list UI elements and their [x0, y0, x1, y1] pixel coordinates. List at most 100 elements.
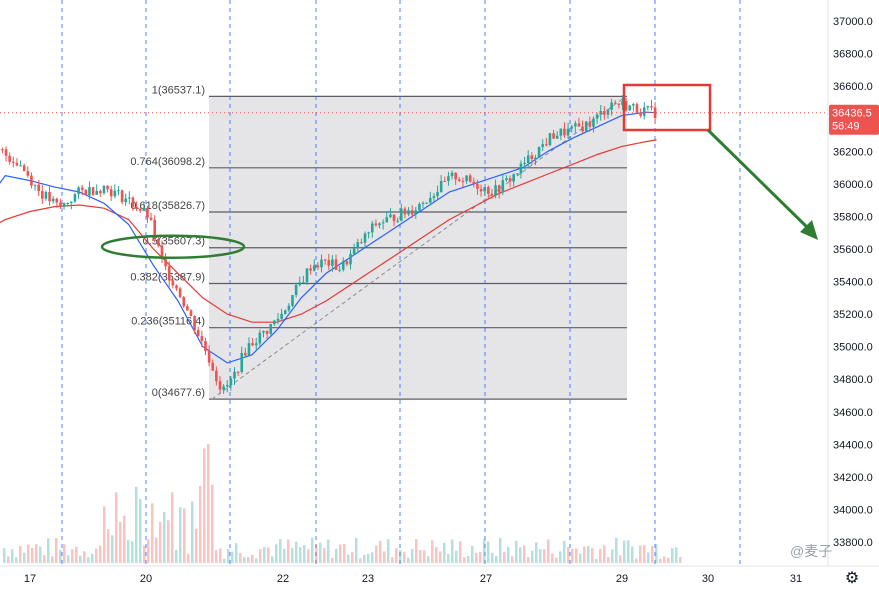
volume-bar: [79, 556, 82, 563]
volume-bar: [103, 506, 106, 563]
price-tick-label: 35400.0: [833, 277, 873, 289]
volume-bar: [611, 549, 614, 563]
volume-bar: [607, 557, 610, 563]
volume-bar: [255, 558, 258, 563]
volume-bar: [215, 550, 218, 563]
volume-bar: [483, 539, 486, 563]
volume-bar: [203, 449, 206, 563]
price-axis[interactable]: 37000.036800.036600.036400.036200.036000…: [828, 0, 873, 566]
volume-bar: [387, 539, 390, 563]
candle-body: [574, 123, 577, 126]
candle-body: [487, 187, 490, 194]
candle-body: [179, 289, 182, 298]
volume-bar: [227, 549, 230, 563]
fib-level-label: 0.382(35387.9): [130, 271, 205, 283]
volume-bar: [339, 545, 342, 563]
candle-body: [327, 260, 330, 266]
volume-bar: [259, 549, 262, 563]
candle-body: [411, 210, 414, 214]
candle-body: [338, 270, 341, 271]
volume-bar: [11, 549, 14, 563]
candle-body: [534, 158, 537, 159]
candle-body: [451, 173, 454, 176]
volume-bar: [343, 544, 346, 563]
volume-bar: [647, 552, 650, 563]
volume-bar: [19, 546, 22, 563]
volume-bar: [47, 538, 50, 563]
candle-body: [502, 180, 505, 192]
volume-bar: [515, 541, 518, 563]
candle-body: [59, 203, 62, 207]
candle-body: [8, 156, 11, 162]
volume-bar: [439, 551, 442, 563]
volume-bar: [295, 542, 298, 563]
volume-bar: [267, 547, 270, 563]
volume-bar: [319, 542, 322, 563]
candle-body: [317, 265, 320, 267]
price-tick-label: 34400.0: [833, 439, 873, 451]
volume-bar: [311, 538, 314, 563]
volume-bar: [447, 554, 450, 563]
volume-bar: [503, 552, 506, 563]
candle-body: [124, 198, 127, 202]
candle-body: [349, 254, 352, 264]
volume-bar: [355, 538, 358, 563]
volume-bar: [635, 559, 638, 563]
candle-body: [240, 353, 243, 372]
volume-bar: [199, 486, 202, 563]
volume-bar: [35, 544, 38, 563]
volume-bar: [463, 557, 466, 563]
candle-body: [320, 260, 323, 268]
candle-body: [422, 203, 425, 204]
volume-bar: [283, 549, 286, 563]
volume-bar: [71, 549, 74, 563]
volume-bar: [435, 547, 438, 563]
volume-bar: [87, 557, 90, 563]
volume-bar: [535, 542, 538, 563]
candle-body: [27, 171, 30, 175]
volume-bar: [95, 549, 98, 563]
gear-icon[interactable]: ⚙: [843, 569, 861, 587]
candle-body: [81, 187, 84, 189]
candle-body: [298, 282, 301, 285]
volume-bar: [547, 539, 550, 563]
candle-body: [523, 163, 526, 164]
volume-bar: [623, 540, 626, 563]
price-tick-label: 35800.0: [833, 211, 873, 223]
volume-bar: [427, 556, 430, 563]
volume-bar: [235, 543, 238, 563]
candle-body: [201, 336, 204, 341]
candle-body: [335, 259, 338, 270]
candle-body: [5, 149, 8, 155]
volume-bar: [15, 557, 18, 563]
candle-body: [512, 174, 515, 181]
candle-body: [222, 386, 225, 389]
candle-body: [578, 123, 581, 126]
volume-bar: [115, 492, 118, 563]
volume-bar: [127, 540, 130, 563]
fib-level-label: 0.5(35607.3): [143, 236, 205, 248]
volume-bar: [211, 485, 214, 563]
volume-bar: [171, 492, 174, 563]
volume-bar: [471, 546, 474, 563]
price-tick-label: 34600.0: [833, 407, 873, 419]
volume-bar: [551, 554, 554, 563]
price-tick-label: 35200.0: [833, 309, 873, 321]
candle-body: [37, 185, 40, 191]
candle-body: [63, 203, 66, 207]
fib-level-label: 0.764(36098.2): [130, 156, 205, 168]
volume-bar: [627, 540, 630, 563]
volume-bar: [507, 547, 510, 563]
volume-bar: [163, 512, 166, 563]
candle-body: [545, 144, 548, 145]
volume-bar: [315, 545, 318, 563]
candle-body: [596, 114, 599, 118]
candle-body: [567, 129, 570, 136]
fibonacci-retracement[interactable]: 1(36537.1)0.764(36098.2)0.618(35826.7)0.…: [130, 84, 627, 399]
candle-body: [110, 189, 113, 196]
candle-body: [204, 341, 207, 351]
volume-bar: [467, 556, 470, 563]
